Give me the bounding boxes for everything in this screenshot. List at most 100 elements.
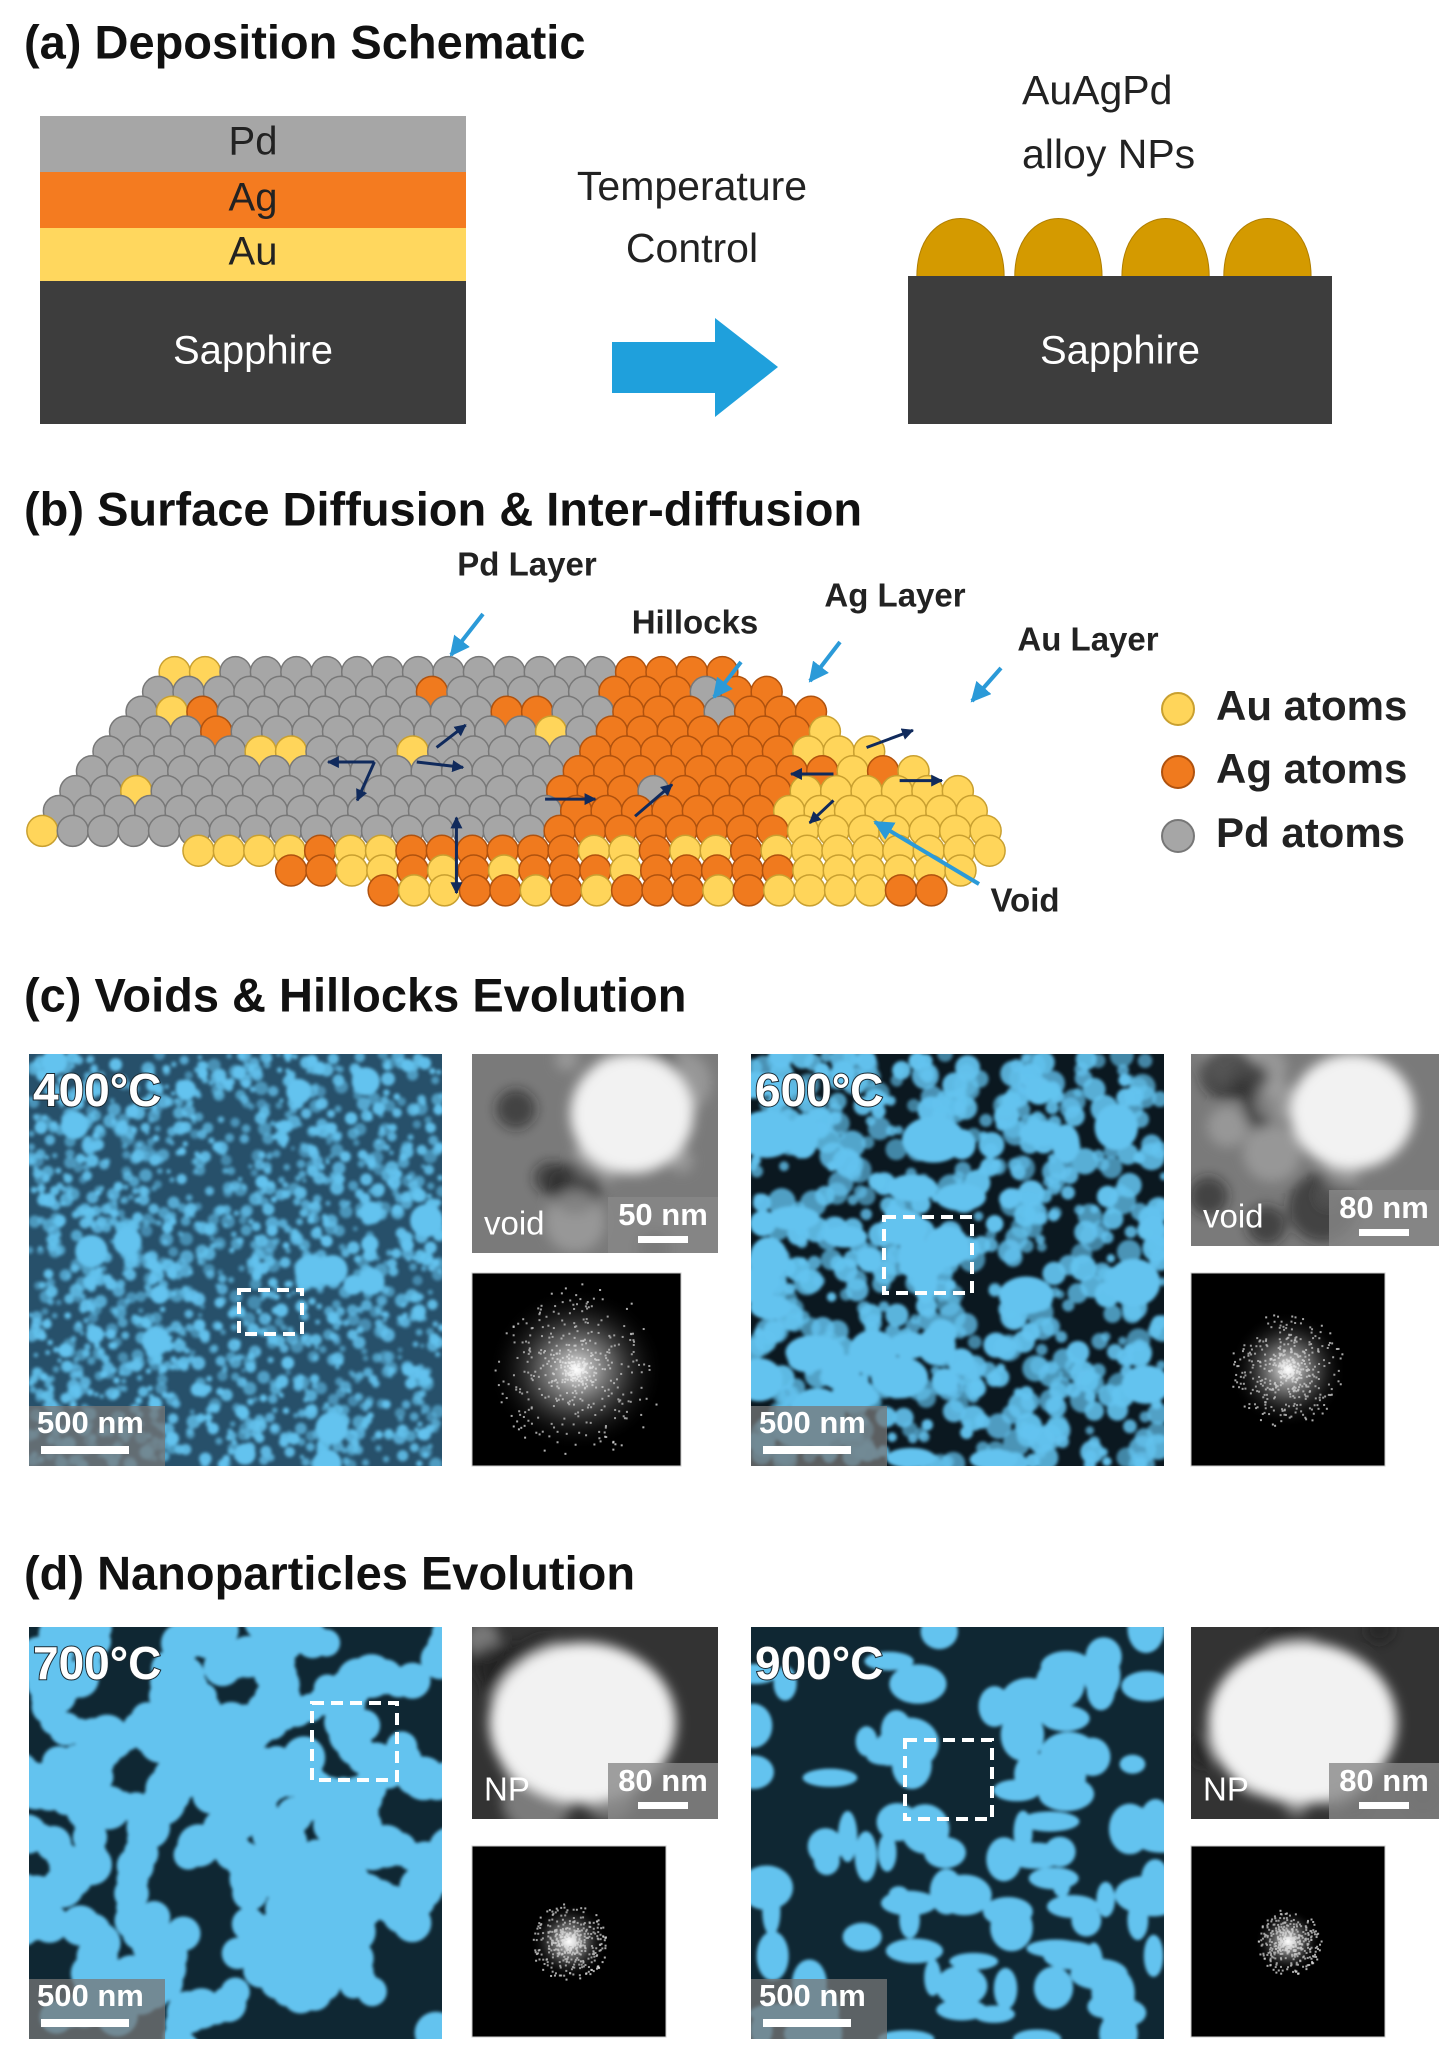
particle	[254, 1235, 259, 1240]
particle	[127, 1806, 171, 1850]
particle	[170, 1392, 175, 1397]
particle	[150, 1285, 168, 1303]
particle	[175, 1099, 183, 1107]
particle	[286, 1293, 291, 1298]
particle	[1037, 1242, 1047, 1252]
particle	[214, 1298, 224, 1308]
particle	[1144, 1935, 1163, 1977]
particle	[301, 1334, 313, 1346]
texture	[496, 1089, 536, 1129]
particle	[315, 1320, 320, 1325]
particle	[433, 1105, 444, 1116]
particle	[146, 1368, 151, 1373]
particle	[258, 1151, 265, 1158]
particle	[99, 1159, 109, 1169]
atom	[276, 855, 307, 886]
particle	[339, 1308, 343, 1312]
particle	[996, 1119, 1008, 1131]
particle	[352, 1415, 365, 1428]
fft-image	[472, 1273, 681, 1466]
particle	[1071, 1904, 1101, 1936]
particle	[212, 1141, 222, 1151]
particle	[45, 1350, 50, 1355]
particle	[410, 1204, 443, 1237]
particle	[381, 1328, 395, 1342]
particle	[162, 1065, 170, 1073]
inset-label: void	[484, 1205, 545, 1242]
particle	[202, 1612, 239, 1649]
atom	[183, 835, 214, 866]
particle	[1110, 1043, 1134, 1067]
particle	[1107, 1400, 1128, 1421]
particle	[86, 1154, 99, 1167]
particle	[232, 1066, 246, 1080]
particle	[803, 1769, 858, 1787]
particle	[148, 1275, 158, 1285]
particle	[1160, 1172, 1168, 1180]
particle	[1025, 1454, 1040, 1469]
particle	[160, 1233, 174, 1247]
particle	[58, 1343, 72, 1357]
particle	[47, 1278, 56, 1287]
particle	[60, 1269, 72, 1281]
particle	[31, 1187, 38, 1194]
atom	[974, 835, 1005, 866]
particle	[137, 1375, 143, 1381]
particle	[393, 1093, 400, 1100]
particle	[1083, 1078, 1106, 1101]
particle	[218, 1116, 224, 1122]
particle	[317, 1287, 324, 1294]
particle	[8, 1814, 47, 1853]
particle	[105, 1389, 112, 1396]
particle	[188, 1355, 196, 1363]
particle	[1010, 1155, 1036, 1181]
particle	[52, 1153, 58, 1159]
particle	[1145, 1434, 1171, 1460]
particle	[337, 1317, 342, 1322]
particle	[258, 1122, 271, 1135]
fft-image	[472, 1846, 666, 2037]
particle	[751, 1165, 763, 1177]
particle	[996, 1363, 1005, 1372]
particle	[0, 1818, 30, 1851]
particle	[122, 1151, 130, 1159]
particle	[170, 1321, 181, 1332]
particle	[275, 1189, 286, 1200]
particle	[354, 1428, 366, 1440]
fft-image	[1191, 1846, 1385, 2037]
particle	[168, 1413, 178, 1423]
particle	[384, 1351, 395, 1362]
particle	[309, 1149, 320, 1160]
particle	[229, 1248, 234, 1253]
nanoparticle	[1122, 219, 1209, 278]
scale-label: 500 nm	[37, 1978, 144, 2013]
particle	[230, 1421, 235, 1426]
particle	[141, 1123, 150, 1132]
particle	[868, 1173, 885, 1190]
atom	[57, 815, 88, 846]
particle	[886, 1448, 935, 1468]
particle	[139, 1169, 152, 1182]
particle	[413, 1120, 421, 1128]
particle	[390, 1183, 398, 1191]
particle	[397, 1450, 408, 1461]
particle	[248, 1164, 252, 1168]
particle	[283, 1242, 290, 1249]
particle	[245, 1605, 280, 1640]
fft-speckle	[598, 1967, 600, 1969]
particle	[164, 1214, 176, 1226]
particle	[28, 1143, 35, 1150]
particle	[207, 1403, 216, 1412]
particle	[227, 1428, 233, 1434]
atom	[885, 875, 916, 906]
particle	[112, 1308, 119, 1315]
fft-image	[1191, 1273, 1385, 1466]
inset-scale-label: 50 nm	[618, 1197, 708, 1232]
particle	[213, 1237, 225, 1249]
bright-feature	[1290, 1054, 1414, 1169]
particle	[158, 1257, 168, 1267]
particle	[118, 1352, 129, 1363]
particle	[431, 1076, 439, 1084]
particle	[289, 1106, 297, 1114]
particle	[1024, 1201, 1047, 1224]
